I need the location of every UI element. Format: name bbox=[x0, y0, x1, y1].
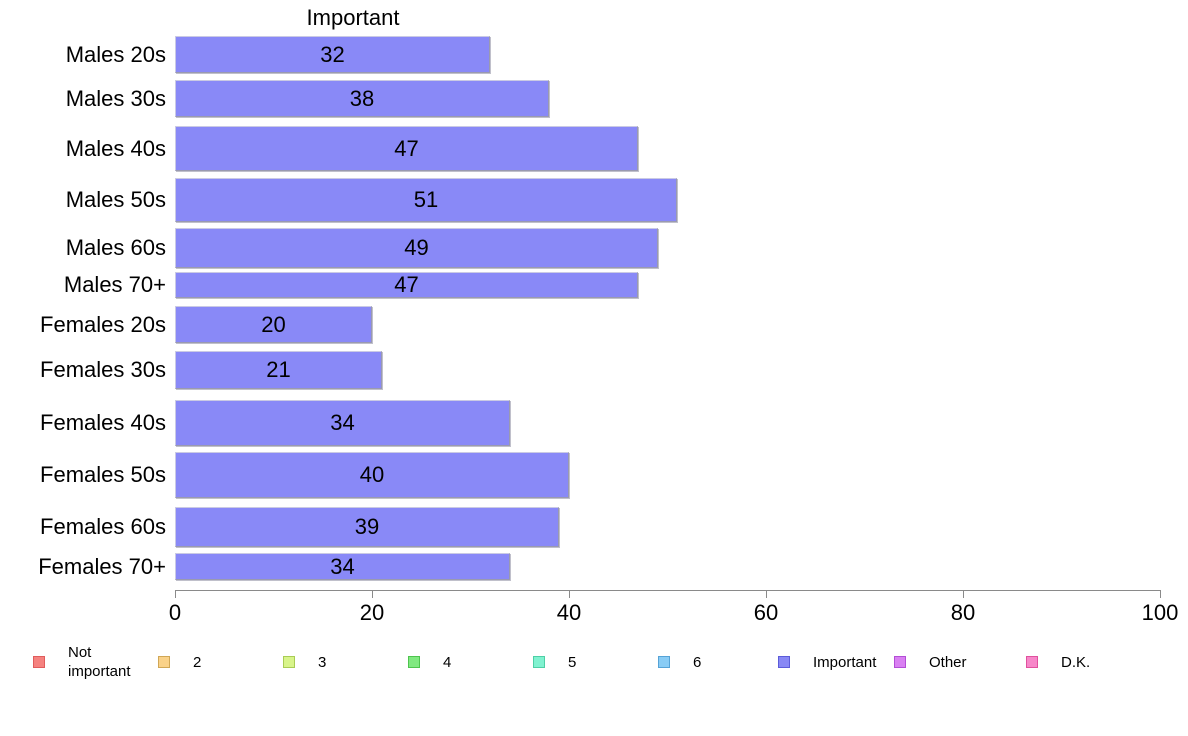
category-label: Males 40s bbox=[65, 135, 166, 161]
legend-swatch-icon bbox=[158, 656, 170, 668]
bar-value-label: 20 bbox=[261, 311, 286, 337]
x-axis-tick bbox=[1160, 590, 1161, 598]
bar-value-label: 47 bbox=[394, 272, 419, 297]
bar: 34 bbox=[175, 553, 510, 580]
bar: 39 bbox=[175, 507, 559, 547]
x-axis-tick bbox=[766, 590, 767, 598]
legend-item: D.K. bbox=[1026, 640, 1090, 684]
bar: 47 bbox=[175, 272, 638, 298]
legend-item: Other bbox=[894, 640, 967, 684]
bar: 40 bbox=[175, 452, 569, 498]
legend-item: 5 bbox=[533, 640, 576, 684]
legend-item-label: 3 bbox=[318, 653, 327, 671]
legend-swatch-icon bbox=[408, 656, 420, 668]
legend-item: 2 bbox=[158, 640, 201, 684]
x-axis-tick-label: 0 bbox=[168, 600, 182, 625]
legend-item: Not important bbox=[33, 640, 131, 684]
category-label: Males 60s bbox=[65, 235, 166, 260]
legend: Not important 2 3 4 5 6 Important Other D.K. bbox=[0, 640, 1188, 690]
x-axis-tick bbox=[569, 590, 570, 598]
legend-item: Important bbox=[778, 640, 876, 684]
category-label: Females 20s bbox=[40, 311, 166, 337]
category-label: Females 30s bbox=[40, 357, 166, 382]
x-axis-tick-label: 40 bbox=[556, 600, 582, 625]
x-axis-tick-label: 80 bbox=[950, 600, 976, 625]
legend-swatch-icon bbox=[778, 656, 790, 668]
bar-value-label: 34 bbox=[330, 553, 355, 579]
legend-item-label: 5 bbox=[568, 653, 577, 671]
legend-item-label: 4 bbox=[443, 653, 452, 671]
bar-value-label: 39 bbox=[354, 514, 380, 539]
bar-value-label: 34 bbox=[330, 410, 355, 435]
legend-item: 3 bbox=[283, 640, 326, 684]
bar-value-label: 47 bbox=[394, 135, 419, 161]
x-axis-tick-label: 20 bbox=[359, 600, 385, 625]
bar: 20 bbox=[175, 306, 372, 343]
chart-title: Important bbox=[306, 5, 400, 30]
legend-item: 4 bbox=[408, 640, 451, 684]
category-label: Males 50s bbox=[65, 187, 166, 212]
x-axis-tick bbox=[175, 590, 176, 598]
category-label: Males 20s bbox=[65, 41, 166, 67]
x-axis-tick bbox=[963, 590, 964, 598]
legend-swatch-icon bbox=[283, 656, 295, 668]
bar: 32 bbox=[175, 36, 490, 73]
legend-item-label: 6 bbox=[693, 653, 702, 671]
x-axis-line bbox=[175, 590, 1161, 591]
legend-swatch-icon bbox=[533, 656, 545, 668]
bar-value-label: 38 bbox=[349, 85, 375, 111]
category-label: Males 70+ bbox=[63, 272, 166, 297]
bar-value-label: 51 bbox=[413, 187, 439, 212]
bar: 51 bbox=[175, 178, 677, 222]
bar-value-label: 49 bbox=[404, 235, 429, 260]
bar: 49 bbox=[175, 228, 658, 268]
legend-swatch-icon bbox=[658, 656, 670, 668]
bar-value-label: 32 bbox=[320, 41, 345, 67]
bar-value-label: 40 bbox=[359, 462, 385, 487]
bar: 47 bbox=[175, 126, 638, 171]
legend-item-label: Important bbox=[813, 653, 877, 671]
x-axis-tick-label: 60 bbox=[753, 600, 779, 625]
category-label: Females 60s bbox=[40, 514, 166, 539]
legend-item-label: Not important bbox=[68, 644, 131, 680]
legend-swatch-icon bbox=[1026, 656, 1038, 668]
bar: 34 bbox=[175, 400, 510, 446]
category-label: Females 70+ bbox=[38, 553, 166, 579]
legend-item: 6 bbox=[658, 640, 701, 684]
x-axis-tick-label: 100 bbox=[1141, 600, 1179, 625]
bar-value-label: 21 bbox=[266, 357, 291, 382]
legend-swatch-icon bbox=[894, 656, 906, 668]
x-axis-tick bbox=[372, 590, 373, 598]
legend-item-label: Other bbox=[929, 653, 967, 671]
legend-swatch-icon bbox=[33, 656, 45, 668]
bar: 21 bbox=[175, 351, 382, 389]
legend-item-label: D.K. bbox=[1061, 653, 1091, 671]
category-label: Females 50s bbox=[40, 462, 166, 487]
legend-item-label: 2 bbox=[193, 653, 202, 671]
bar: 38 bbox=[175, 80, 549, 117]
category-label: Females 40s bbox=[40, 410, 166, 435]
category-label: Males 30s bbox=[65, 85, 166, 111]
